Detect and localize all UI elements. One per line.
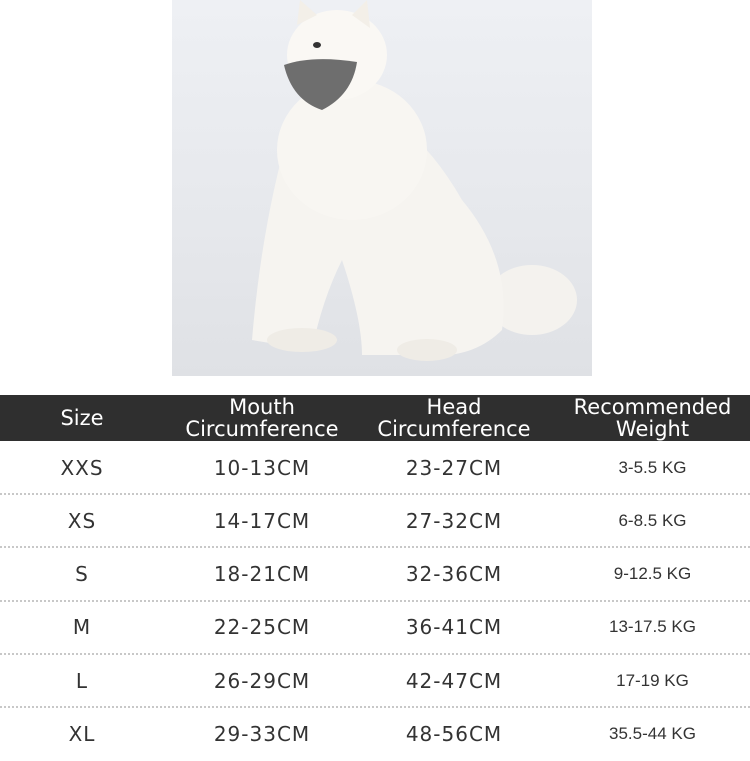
header-mouth-circumference: Mouth Circumference	[162, 395, 362, 441]
cell-head-circumference: 27-32CM	[405, 508, 503, 533]
cell-head-circumference: 23-27CM	[405, 455, 503, 480]
header-recommended-weight: Recommended Weight	[555, 395, 750, 441]
header-text: Size	[60, 406, 104, 430]
cell-size: L	[75, 668, 89, 693]
header-text: Mouth	[229, 395, 295, 419]
cell-head-circumference: 32-36CM	[405, 562, 503, 587]
table-row: L 26-29CM 42-47CM 17-19 KG	[0, 654, 750, 707]
size-table-header: Size Mouth Circumference Head Circumferenc…	[0, 395, 750, 441]
cell-size: XS	[67, 508, 97, 533]
row-divider	[0, 706, 750, 709]
cell-head-circumference: 48-56CM	[405, 722, 503, 746]
cell-mouth-circumference: 10-13CM	[213, 455, 311, 480]
cell-head-circumference: 36-41CM	[405, 615, 503, 640]
cell-mouth-circumference: 29-33CM	[213, 722, 311, 746]
header-text: Weight	[615, 417, 690, 441]
row-divider	[0, 599, 750, 602]
header-text: Head	[426, 395, 482, 419]
row-divider	[0, 546, 750, 549]
header-size: Size	[22, 395, 142, 441]
cell-size: M	[72, 615, 92, 640]
cell-mouth-circumference: 22-25CM	[213, 615, 311, 640]
table-row: XL 29-33CM 48-56CM 35.5-44 KG	[0, 708, 750, 761]
cell-mouth-circumference: 26-29CM	[213, 668, 311, 693]
table-row: S 18-21CM 32-36CM 9-12.5 KG	[0, 548, 750, 601]
cell-head-circumference: 42-47CM	[405, 668, 503, 693]
row-divider	[0, 493, 750, 495]
product-photo-white-dog-with-muzzle	[172, 0, 592, 376]
cell-recommended-weight: 6-8.5 KG	[618, 510, 687, 530]
header-text: Circumference	[377, 417, 531, 441]
cell-recommended-weight: 9-12.5 KG	[613, 564, 692, 584]
header-head-circumference: Head Circumference	[354, 395, 554, 441]
dog-illustration	[252, 0, 577, 361]
cell-recommended-weight: 17-19 KG	[616, 670, 689, 690]
cell-recommended-weight: 3-5.5 KG	[618, 457, 687, 477]
cell-recommended-weight: 35.5-44 KG	[609, 724, 696, 743]
table-row: M 22-25CM 36-41CM 13-17.5 KG	[0, 601, 750, 654]
table-row: XXS 10-13CM 23-27CM 3-5.5 KG	[0, 441, 750, 494]
cell-size: S	[75, 562, 89, 587]
cell-mouth-circumference: 14-17CM	[213, 508, 311, 533]
cell-size: XXS	[60, 455, 104, 480]
cell-mouth-circumference: 18-21CM	[213, 562, 311, 587]
cell-size: XL	[68, 722, 96, 746]
cell-recommended-weight: 13-17.5 KG	[609, 617, 696, 637]
header-text: Circumference	[185, 417, 339, 441]
row-divider	[0, 652, 750, 655]
table-row: XS 14-17CM 27-32CM 6-8.5 KG	[0, 494, 750, 547]
header-text: Recommended	[573, 395, 732, 419]
